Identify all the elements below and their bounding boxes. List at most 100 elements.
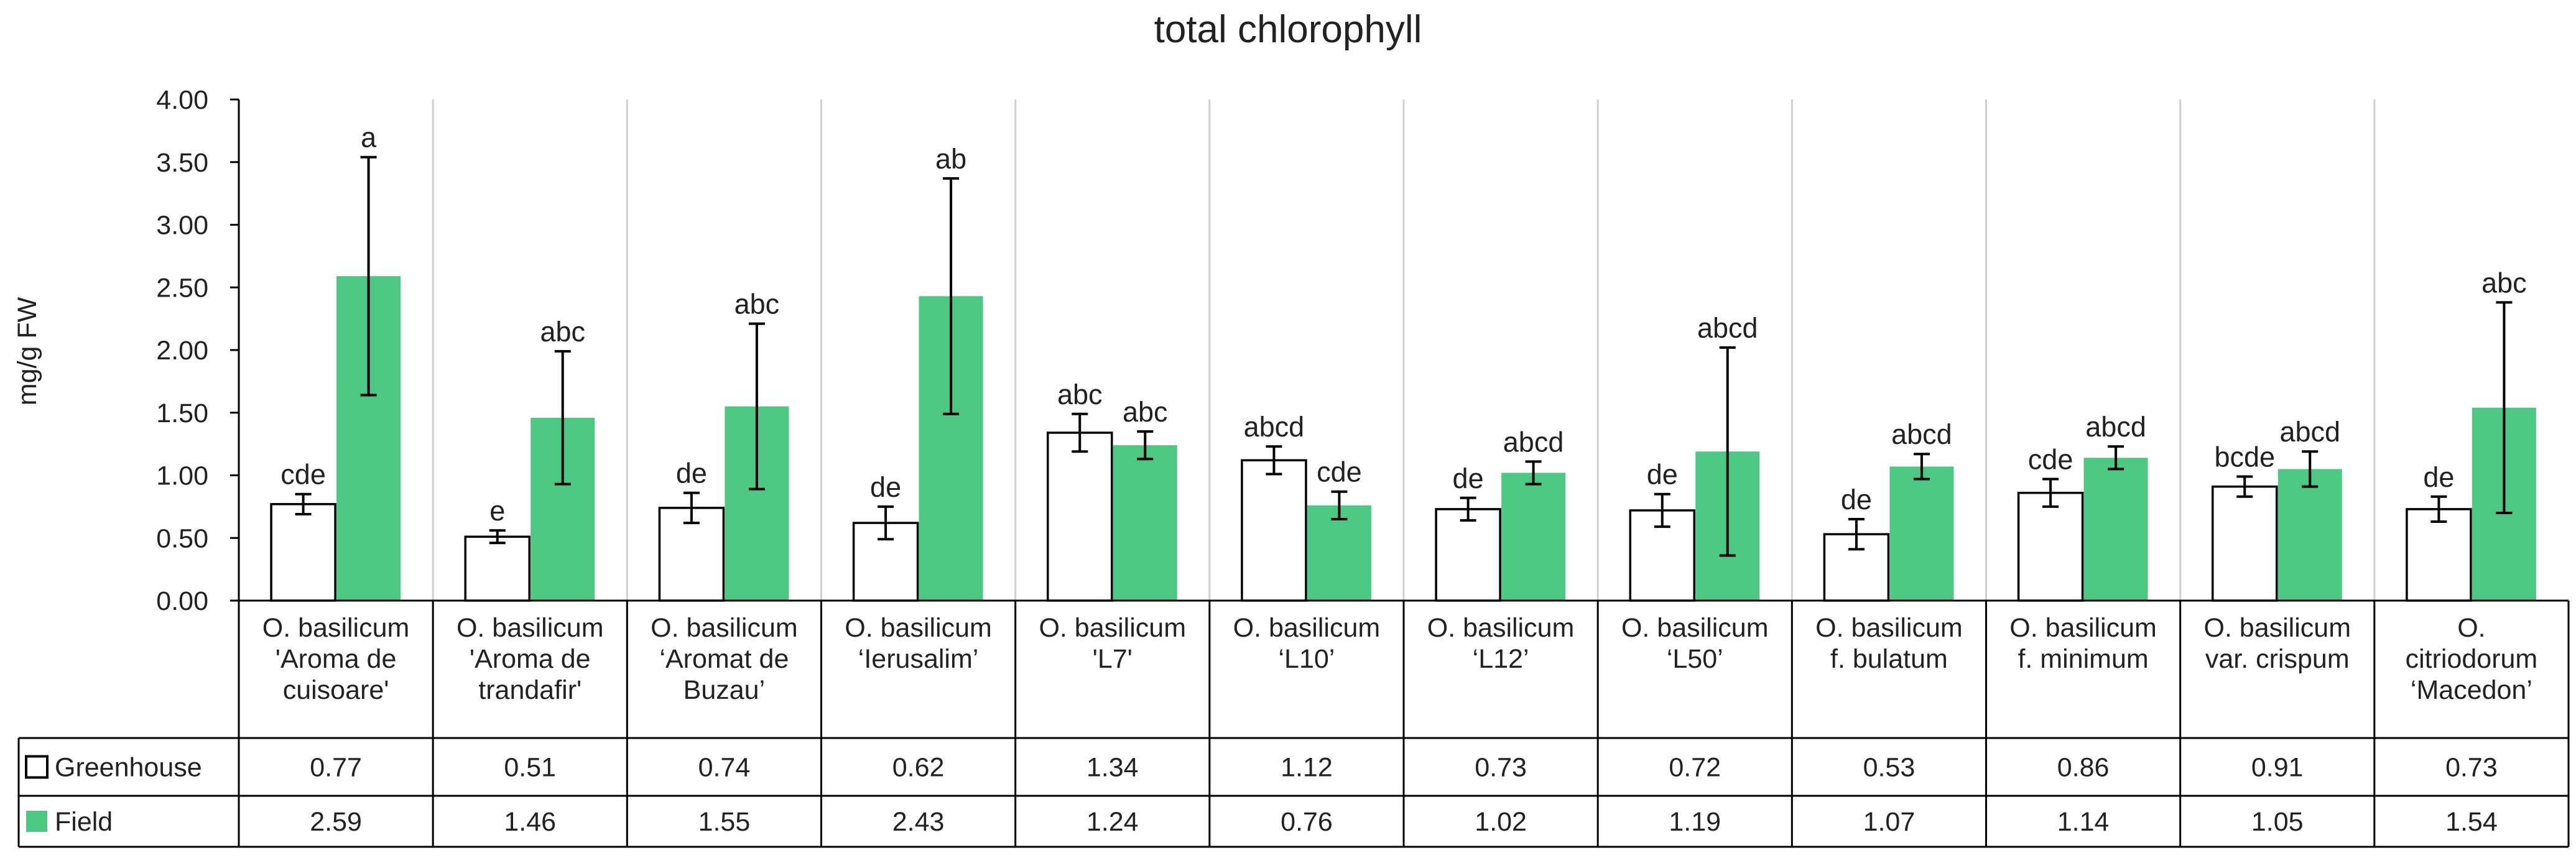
table-value-greenhouse: 0.73 <box>2445 753 2498 783</box>
category-label: O. basilicum <box>2009 613 2157 643</box>
category-label: cuisoare' <box>283 675 389 705</box>
letter-greenhouse: de <box>870 471 901 503</box>
table-value-field: 1.05 <box>2251 807 2304 837</box>
category-label: trandafir' <box>478 675 581 705</box>
category-label: O. basilicum <box>456 613 604 643</box>
table-value-field: 2.43 <box>892 807 945 837</box>
legend-swatch-field <box>26 811 47 832</box>
category-label: f. bulatum <box>1830 644 1948 674</box>
table-value-field: 1.54 <box>2445 807 2498 837</box>
letter-field: abc <box>2481 267 2527 298</box>
letter-greenhouse: de <box>2423 461 2454 493</box>
letter-field: ab <box>935 143 966 175</box>
table-value-greenhouse: 0.91 <box>2251 753 2304 783</box>
bar-greenhouse <box>1435 508 1501 602</box>
letter-greenhouse: abc <box>1057 379 1103 410</box>
grid-lines <box>432 99 2376 601</box>
letter-greenhouse: cde <box>280 459 326 491</box>
category-label: O. basilicum <box>1621 613 1769 643</box>
category-label: O. basilicum <box>1039 613 1186 643</box>
bar-field <box>1889 466 1954 601</box>
table-value-field: 1.55 <box>698 807 751 837</box>
table-value-field: 1.07 <box>1863 807 1916 837</box>
table-value-field: 1.46 <box>504 807 556 837</box>
legend-label-greenhouse: Greenhouse <box>55 753 202 783</box>
category-label: Buzau’ <box>683 675 765 705</box>
letter-field: abc <box>540 316 585 348</box>
category-label: 'L7' <box>1093 644 1133 674</box>
legend-swatch-greenhouse <box>25 755 49 779</box>
letter-greenhouse: abcd <box>1244 411 1305 443</box>
y-tick-label: 4.00 <box>156 85 208 115</box>
bar-greenhouse <box>2212 485 2278 602</box>
table-value-field: 1.14 <box>2057 807 2110 837</box>
chart-title: total chlorophyll <box>1154 8 1422 51</box>
y-tick-label: 3.50 <box>156 148 208 178</box>
bar-field <box>2083 458 2148 601</box>
letter-greenhouse: de <box>1647 459 1678 491</box>
y-tick-label: 0.00 <box>156 586 208 616</box>
letter-field: abcd <box>2279 416 2340 448</box>
y-tick-label: 2.50 <box>156 273 208 303</box>
table-value-greenhouse: 0.51 <box>504 753 556 783</box>
error-bars <box>295 155 2513 557</box>
y-tick-label: 1.50 <box>156 399 208 428</box>
category-label: ‘L12’ <box>1473 644 1529 674</box>
category-label: O. basilicum <box>845 613 992 643</box>
table-value-greenhouse: 0.77 <box>310 753 362 783</box>
table-value-greenhouse: 0.74 <box>698 753 751 783</box>
bar-field <box>1501 473 1566 601</box>
letter-greenhouse: e <box>489 495 505 527</box>
bar-field <box>1307 505 1371 601</box>
y-axis-label: mg/g FW <box>12 297 42 405</box>
category-label: O. basilicum <box>1233 613 1381 643</box>
bars <box>270 276 2536 602</box>
category-label: 'Aroma de <box>470 644 591 674</box>
table-value-greenhouse: 0.72 <box>1669 753 1721 783</box>
category-label: O. basilicum <box>2203 613 2351 643</box>
letter-field: a <box>361 122 377 154</box>
legend-label-field: Field <box>55 807 113 837</box>
letter-field: abc <box>1123 396 1168 428</box>
category-label: citriodorum <box>2406 644 2538 674</box>
bar-greenhouse <box>852 522 919 602</box>
category-label: O. basilicum <box>262 613 410 643</box>
letter-greenhouse: de <box>1841 484 1872 515</box>
category-label: ‘Ierusalim’ <box>858 644 979 674</box>
table-value-greenhouse: 0.53 <box>1863 753 1916 783</box>
y-axis-ticks: 0.00 0.50 1.00 1.50 2.00 2.50 3.00 3.50 4.00 <box>156 85 239 616</box>
letter-field: abcd <box>1697 312 1758 344</box>
letter-field: abcd <box>1891 418 1952 450</box>
bar-field <box>1113 445 1177 601</box>
table-value-field: 0.76 <box>1281 807 1333 837</box>
bar-greenhouse <box>1241 459 1307 602</box>
category-label: ‘Macedon’ <box>2411 675 2532 705</box>
category-label: O. basilicum <box>651 613 798 643</box>
category-label: f. minimum <box>2018 644 2148 674</box>
y-tick-label: 2.00 <box>156 336 208 366</box>
letter-field: abc <box>734 288 780 320</box>
data-table: Greenhouse 0.77 0.51 0.74 0.62 1.34 1.12 0.73 0.… <box>25 753 2498 837</box>
bar-greenhouse <box>464 535 530 602</box>
table-value-greenhouse: 0.86 <box>2057 753 2110 783</box>
table-value-greenhouse: 1.34 <box>1086 753 1139 783</box>
category-label: O. basilicum <box>1427 613 1575 643</box>
table-value-field: 1.02 <box>1475 807 1527 837</box>
table-value-greenhouse: 0.62 <box>892 753 945 783</box>
category-label: 'Aroma de <box>276 644 397 674</box>
bar-greenhouse <box>2017 491 2084 602</box>
bar-greenhouse <box>2406 508 2472 602</box>
table-value-field: 1.19 <box>1669 807 1721 837</box>
category-label: O. <box>2457 613 2485 643</box>
letter-greenhouse: bcde <box>2214 441 2275 473</box>
bar-field <box>2277 469 2342 601</box>
letter-greenhouse: de <box>1453 463 1484 494</box>
category-label: ‘L50’ <box>1667 644 1723 674</box>
category-label: ‘Aromat de <box>659 644 789 674</box>
letter-field: abcd <box>1503 426 1564 458</box>
y-tick-label: 3.00 <box>156 211 208 241</box>
table-value-greenhouse: 1.12 <box>1281 753 1333 783</box>
letter-greenhouse: de <box>676 458 707 489</box>
